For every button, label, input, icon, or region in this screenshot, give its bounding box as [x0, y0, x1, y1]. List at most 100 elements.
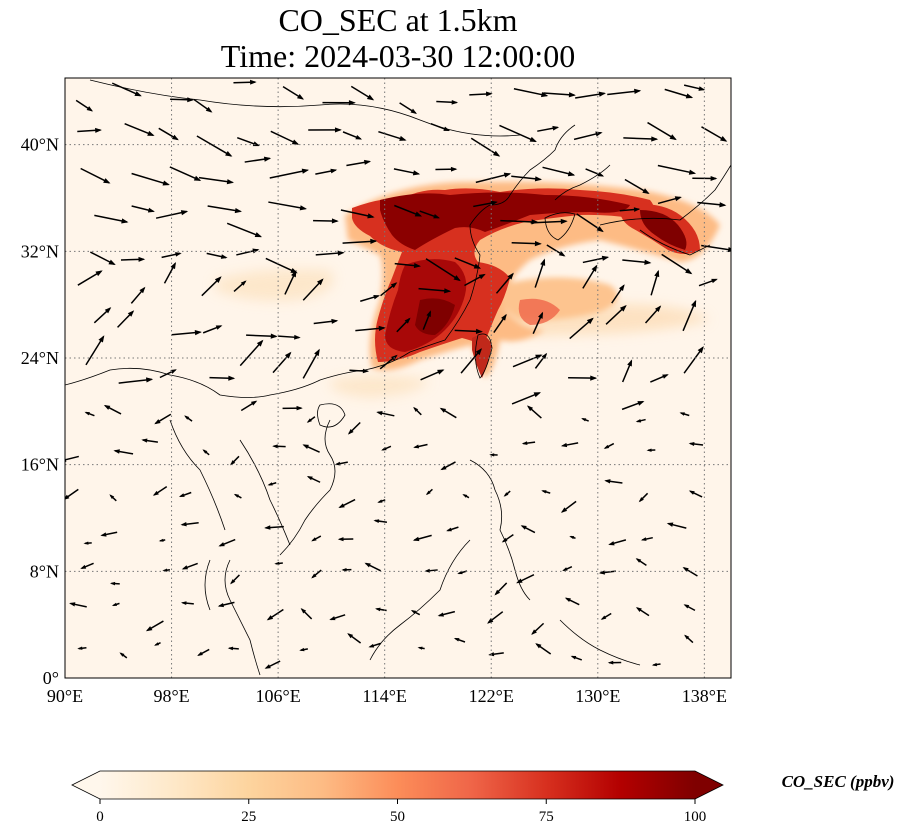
wind-arrow — [315, 168, 338, 175]
wind-arrow — [239, 339, 264, 367]
wind-arrow — [308, 127, 342, 133]
wind-arrow — [454, 328, 483, 335]
wind-arrow — [399, 102, 418, 114]
wind-arrow — [605, 304, 627, 325]
colorbar-extend-min — [72, 771, 100, 799]
wind-arrow — [541, 490, 551, 494]
wind-arrow — [355, 325, 386, 332]
wind-arrow — [657, 196, 682, 205]
wind-arrow — [570, 655, 583, 661]
wind-arrow — [184, 415, 193, 422]
wind-arrow — [650, 374, 669, 383]
wind-arrow — [635, 418, 646, 423]
wind-arrow — [202, 449, 210, 456]
wind-arrow — [217, 601, 235, 608]
wind-arrow — [141, 438, 159, 443]
wind-arrow — [154, 413, 172, 425]
wind-arrow — [264, 660, 281, 669]
wind-arrow — [679, 412, 690, 417]
wind-arrow — [439, 407, 457, 419]
wind-arrow — [337, 537, 354, 542]
wind-arrow — [418, 287, 452, 294]
colorbar-tick-label: 75 — [539, 809, 554, 825]
wind-arrow — [460, 348, 483, 374]
wind-arrow — [661, 253, 693, 275]
map-frame — [64, 77, 732, 679]
wind-arrow — [342, 131, 363, 140]
wind-arrow — [499, 124, 537, 143]
wind-arrow — [350, 85, 375, 101]
wind-arrow — [313, 318, 339, 325]
wind-arrow — [89, 251, 116, 266]
wind-arrow — [647, 121, 677, 141]
wind-arrow — [682, 566, 698, 577]
wind-arrow — [495, 272, 514, 294]
wind-arrow — [246, 333, 278, 339]
colorbar-gradient — [100, 771, 695, 799]
wind-arrow — [180, 601, 194, 606]
wind-arrow — [534, 352, 548, 369]
wind-arrow — [430, 123, 451, 132]
wind-arrow — [413, 443, 428, 449]
wind-arrow — [311, 569, 322, 579]
wind-arrow — [420, 369, 445, 381]
wind-arrow — [218, 538, 236, 547]
wind-arrow — [410, 610, 421, 616]
wind-arrow — [162, 568, 171, 572]
wind-arrow — [453, 637, 466, 643]
wind-arrow — [470, 137, 501, 157]
wind-arrow — [159, 369, 177, 379]
wind-arrow — [226, 222, 263, 238]
wind-arrow — [582, 255, 610, 264]
lon-tick-label: 130°E — [575, 686, 620, 706]
wind-arrow — [77, 127, 102, 133]
wind-arrow — [266, 608, 284, 621]
wind-arrow — [264, 525, 284, 530]
wind-arrow — [233, 280, 247, 292]
wind-arrow — [682, 299, 697, 332]
lon-tick-label: 90°E — [47, 686, 83, 706]
wind-arrow — [646, 448, 656, 452]
title-line-2: Time: 2024-03-30 12:00:00 — [220, 38, 576, 74]
wind-arrow — [534, 258, 546, 288]
wind-arrow — [622, 259, 652, 265]
wind-arrow — [619, 207, 641, 212]
colorbar-tick-label: 25 — [241, 809, 256, 825]
wind-arrow — [341, 568, 352, 572]
wind-arrow — [206, 252, 228, 259]
wind-arrow — [611, 284, 625, 304]
wind-arrow — [83, 541, 92, 545]
wind-arrow — [338, 498, 356, 509]
wind-arrow — [377, 499, 386, 503]
wind-arrow — [585, 168, 605, 177]
wind-arrow — [664, 88, 694, 99]
wind-arrow — [302, 278, 324, 301]
wind-arrow — [624, 178, 650, 194]
wind-arrow — [117, 310, 135, 328]
lon-tick-label: 106°E — [256, 686, 301, 706]
wind-arrow — [130, 286, 146, 304]
wind-arrow — [537, 125, 560, 132]
wind-arrow — [683, 346, 704, 374]
wind-arrow — [169, 166, 202, 181]
wind-arrow — [446, 526, 459, 532]
wind-arrow — [236, 248, 260, 256]
wind-arrow — [233, 493, 242, 499]
title-line-1: CO_SEC at 1.5km — [278, 2, 518, 38]
wind-arrow — [329, 614, 346, 621]
wind-arrow — [282, 405, 303, 411]
wind-arrow — [240, 400, 258, 412]
wind-arrow — [346, 159, 372, 167]
wind-arrow — [196, 135, 233, 157]
wind-arrow — [697, 201, 727, 208]
wind-arrow — [475, 172, 512, 184]
wind-arrow — [489, 453, 498, 457]
wind-arrow — [158, 127, 179, 141]
wind-arrow — [393, 168, 421, 176]
wind-arrow — [360, 294, 380, 302]
lat-tick-label: 40°N — [21, 135, 59, 155]
wind-arrow — [512, 354, 543, 368]
lat-tick-label: 16°N — [21, 455, 59, 475]
gridlines — [65, 78, 731, 678]
wind-arrow — [651, 662, 661, 667]
